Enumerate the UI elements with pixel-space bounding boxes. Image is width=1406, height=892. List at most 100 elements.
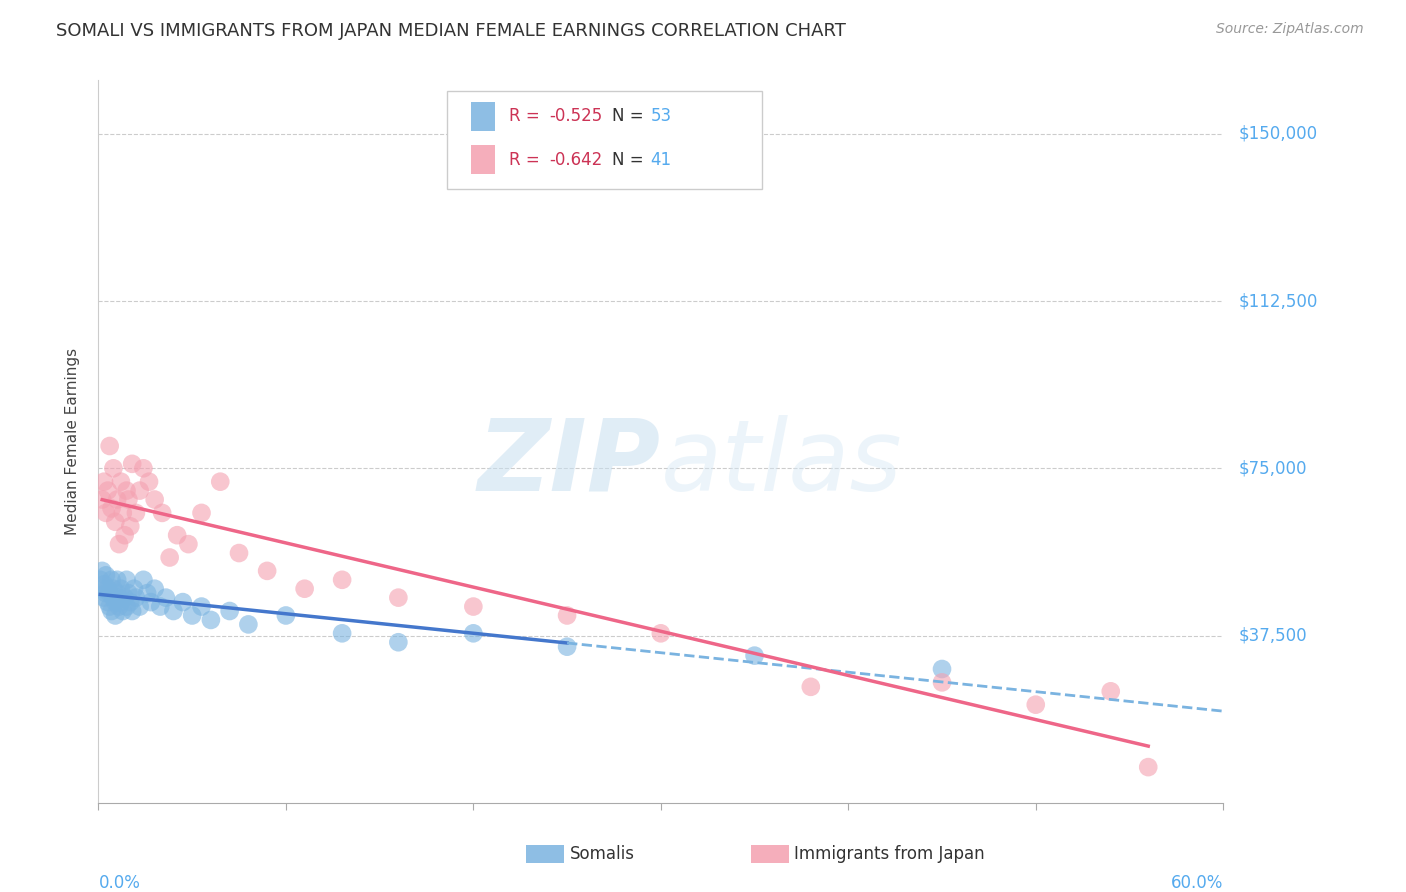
Point	[122, 582, 145, 596]
Point	[103, 582, 125, 596]
Bar	[471, 145, 495, 174]
Point	[209, 475, 232, 489]
Point	[330, 573, 353, 587]
Point	[931, 675, 953, 690]
Point	[800, 680, 823, 694]
Point	[330, 626, 353, 640]
Point	[89, 573, 111, 587]
Point	[132, 461, 155, 475]
Point	[94, 586, 117, 600]
Point	[120, 519, 142, 533]
Point	[110, 475, 132, 489]
Point	[150, 506, 173, 520]
Point	[93, 475, 115, 489]
Y-axis label: Median Female Earnings: Median Female Earnings	[65, 348, 80, 535]
Text: atlas: atlas	[661, 415, 903, 512]
Point	[121, 604, 143, 618]
Point	[114, 528, 136, 542]
Point	[98, 439, 121, 453]
Text: R =: R =	[509, 151, 546, 169]
Point	[100, 573, 122, 587]
Text: R =: R =	[509, 107, 546, 126]
Text: 60.0%: 60.0%	[1171, 874, 1223, 892]
Text: SOMALI VS IMMIGRANTS FROM JAPAN MEDIAN FEMALE EARNINGS CORRELATION CHART: SOMALI VS IMMIGRANTS FROM JAPAN MEDIAN F…	[56, 22, 846, 40]
Point	[100, 604, 122, 618]
Point	[650, 626, 672, 640]
Point	[115, 483, 138, 498]
Point	[149, 599, 172, 614]
Point	[200, 613, 222, 627]
Text: Somalis: Somalis	[569, 845, 634, 863]
Point	[128, 599, 150, 614]
Point	[132, 573, 155, 587]
Point	[108, 537, 131, 551]
Point	[181, 608, 204, 623]
Point	[128, 483, 150, 498]
Point	[555, 608, 578, 623]
Point	[97, 582, 120, 596]
Point	[256, 564, 278, 578]
Text: $37,500: $37,500	[1239, 626, 1306, 645]
Point	[117, 492, 139, 507]
Point	[91, 582, 114, 596]
Point	[177, 537, 200, 551]
Text: $75,000: $75,000	[1239, 459, 1306, 477]
Point	[1099, 684, 1122, 698]
Point	[1025, 698, 1047, 712]
Point	[387, 591, 409, 605]
Point	[294, 582, 316, 596]
Point	[166, 528, 188, 542]
Point	[143, 582, 166, 596]
Point	[110, 595, 132, 609]
Point	[143, 492, 166, 507]
Point	[117, 586, 139, 600]
Point	[121, 457, 143, 471]
Point	[100, 501, 122, 516]
FancyBboxPatch shape	[447, 91, 762, 189]
Text: $150,000: $150,000	[1239, 125, 1317, 143]
Text: 53: 53	[651, 107, 672, 126]
Point	[104, 608, 127, 623]
Point	[120, 595, 142, 609]
Point	[159, 550, 181, 565]
Point	[228, 546, 250, 560]
Text: N =: N =	[613, 107, 650, 126]
Point	[931, 662, 953, 676]
Point	[105, 492, 128, 507]
Point	[238, 617, 260, 632]
Point	[108, 591, 131, 605]
Text: -0.642: -0.642	[550, 151, 603, 169]
Point	[190, 599, 212, 614]
Point	[555, 640, 578, 654]
Point	[114, 591, 136, 605]
Point	[125, 591, 148, 605]
Point	[97, 483, 120, 498]
Point	[155, 591, 177, 605]
Point	[98, 586, 121, 600]
Point	[115, 599, 138, 614]
Point	[104, 515, 127, 529]
Text: 0.0%: 0.0%	[98, 874, 141, 892]
Point	[111, 604, 134, 618]
Point	[136, 586, 159, 600]
Point	[94, 506, 117, 520]
Point	[218, 604, 240, 618]
Point	[93, 591, 115, 605]
Point	[162, 604, 184, 618]
Bar	[471, 102, 495, 131]
Text: 41: 41	[651, 151, 672, 169]
Point	[138, 475, 160, 489]
Point	[115, 573, 138, 587]
Text: -0.525: -0.525	[550, 107, 603, 126]
Point	[190, 506, 212, 520]
Point	[103, 591, 125, 605]
Point	[91, 564, 114, 578]
Point	[91, 492, 114, 507]
Point	[98, 599, 121, 614]
Point	[93, 577, 115, 591]
Point	[110, 582, 132, 596]
Point	[105, 586, 128, 600]
Point	[104, 595, 127, 609]
Point	[103, 461, 125, 475]
Point	[125, 506, 148, 520]
